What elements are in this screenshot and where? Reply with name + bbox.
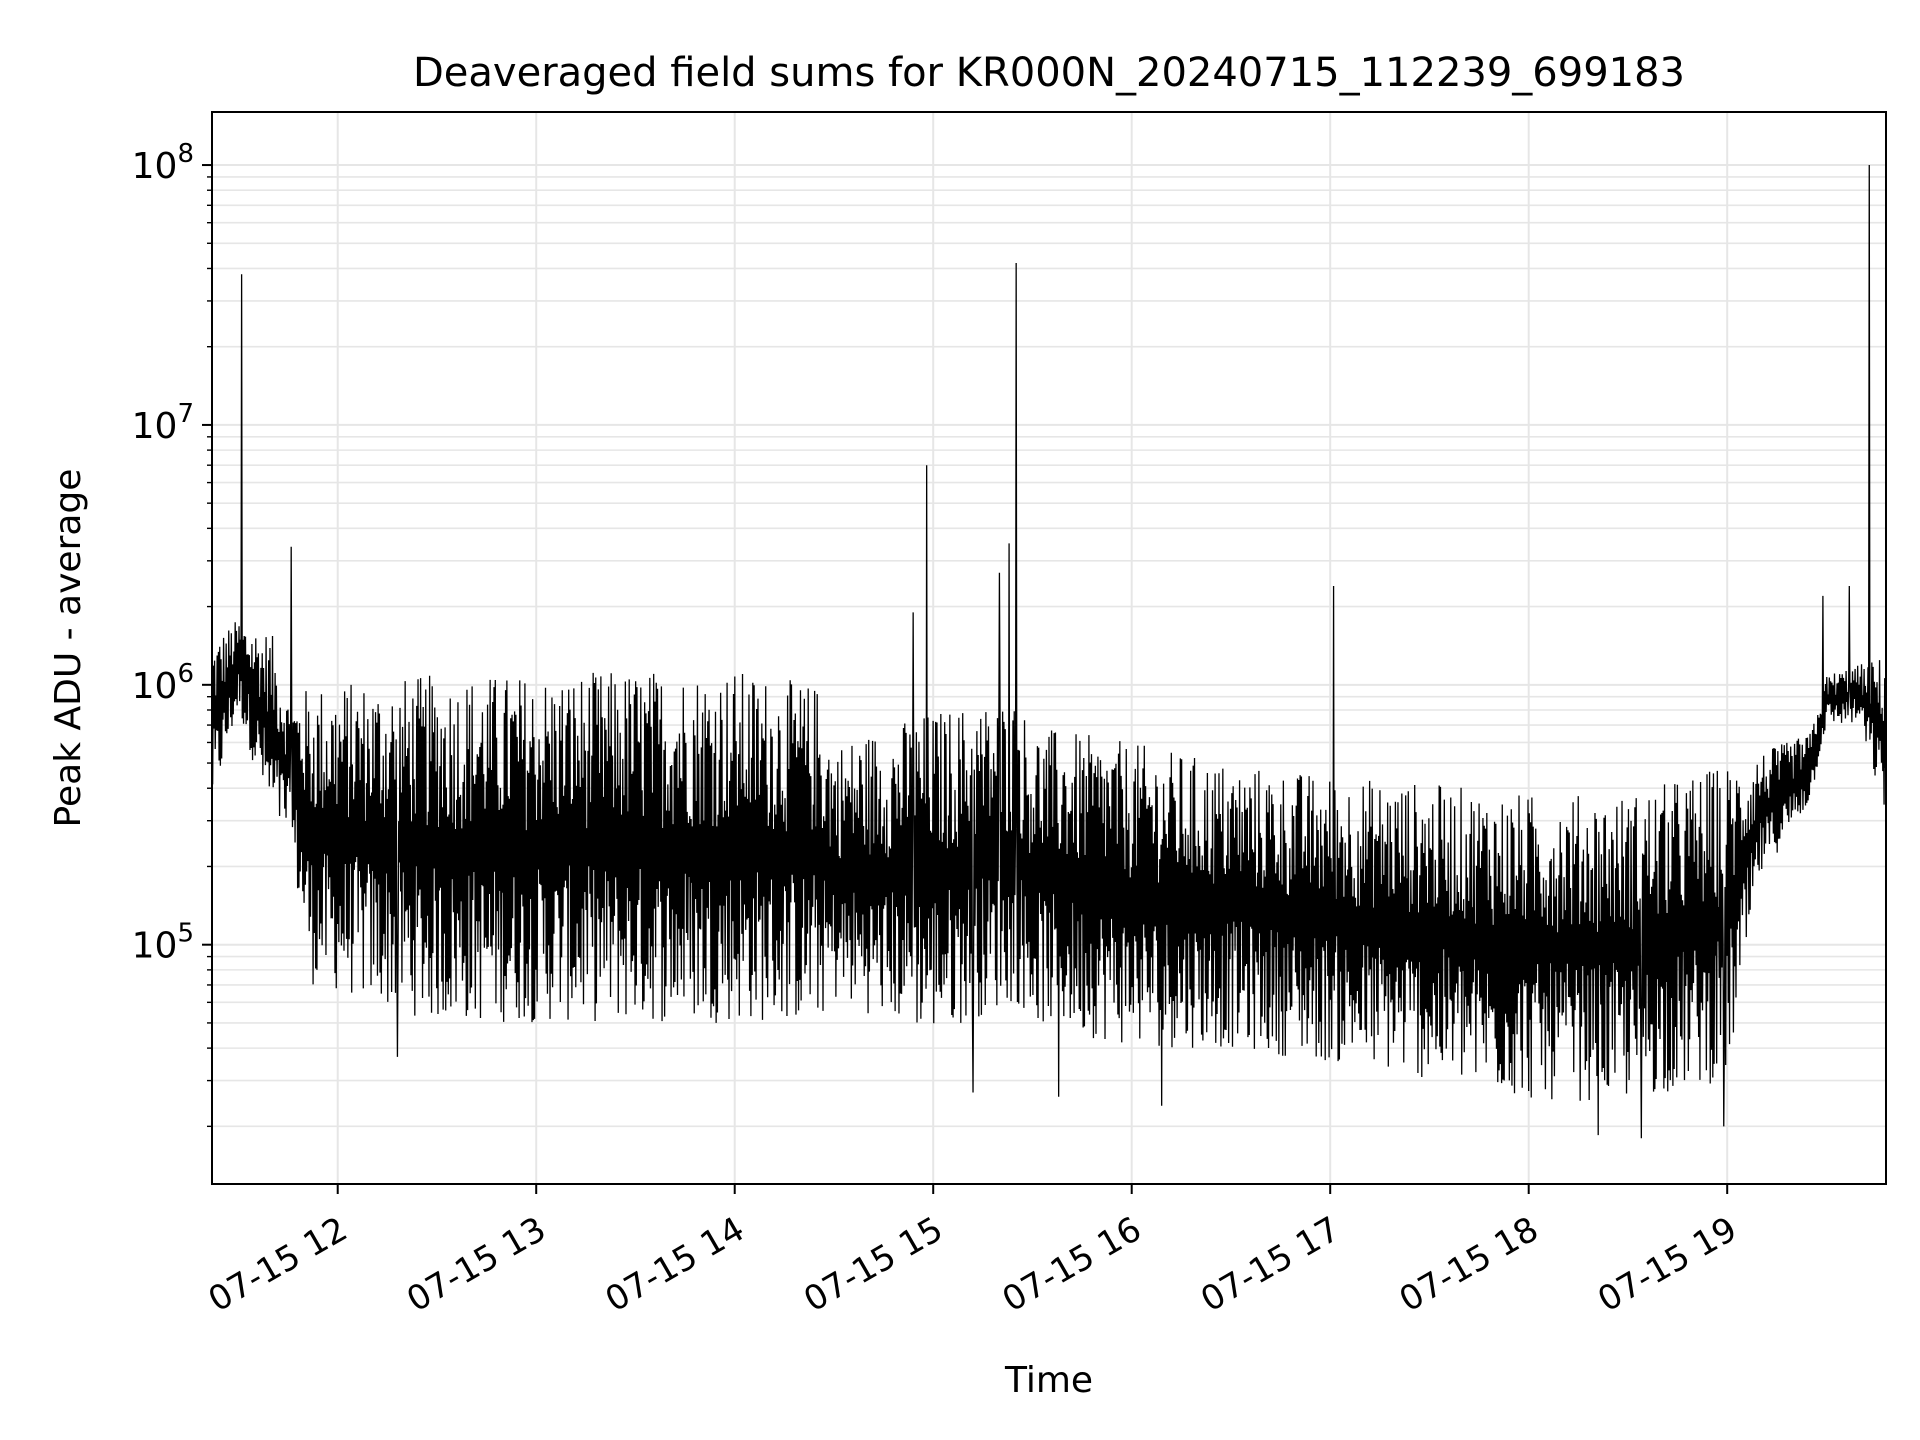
y-axis-label: Peak ADU - average [48, 469, 89, 828]
y-tick-label: 108 [132, 139, 194, 187]
y-tick-label: 107 [132, 399, 194, 447]
y-tick-label-exponent: 7 [177, 399, 194, 429]
series-layer [211, 165, 1887, 1139]
y-tick-label-exponent: 6 [177, 659, 194, 689]
plot-frame [211, 111, 1887, 1185]
x-axis-label: Time [1004, 1360, 1093, 1401]
y-tick-label-base: 10 [132, 926, 178, 967]
y-tick-label-exponent: 8 [177, 139, 194, 169]
y-tick-label: 105 [132, 919, 194, 967]
y-tick-label-base: 10 [132, 406, 178, 447]
y-tick-label: 106 [132, 659, 194, 707]
chart-title: Deaveraged field sums for KR000N_2024071… [413, 50, 1685, 96]
y-tick-label-exponent: 5 [177, 919, 194, 949]
y-tick-label-base: 10 [132, 666, 178, 707]
series-line [211, 165, 1887, 1139]
y-tick-label-base: 10 [132, 146, 178, 187]
